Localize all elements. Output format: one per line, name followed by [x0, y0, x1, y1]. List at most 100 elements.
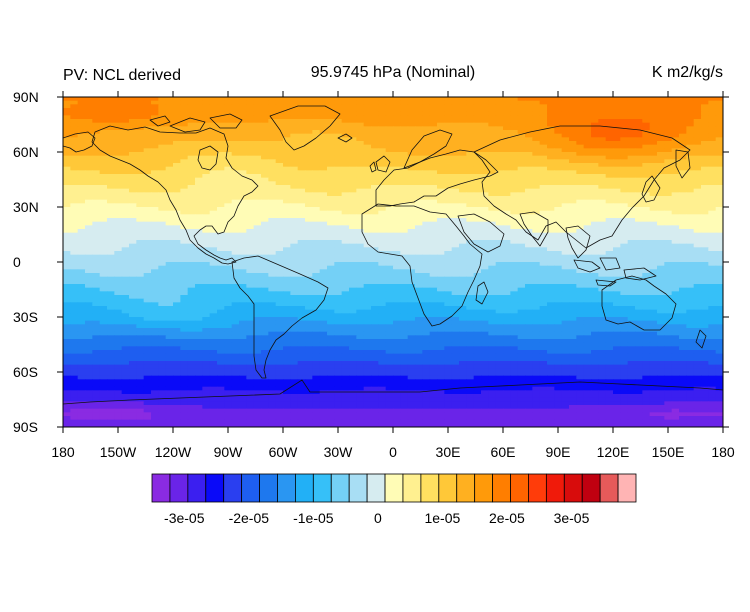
field-cell — [129, 262, 137, 267]
field-cell — [415, 122, 423, 127]
field-cell — [715, 247, 723, 252]
field-cell — [261, 97, 269, 102]
field-cell — [525, 225, 533, 230]
field-cell — [422, 192, 431, 197]
field-cell — [708, 273, 717, 278]
field-cell — [701, 218, 709, 223]
field-cell — [620, 185, 629, 190]
field-cell — [239, 115, 247, 120]
field-cell — [466, 163, 475, 168]
field-cell — [407, 192, 416, 197]
field-cell — [371, 251, 379, 256]
field-cell — [451, 232, 460, 237]
field-cell — [129, 148, 137, 153]
field-cell — [466, 126, 475, 131]
field-cell — [642, 170, 651, 175]
field-cell — [539, 269, 548, 274]
field-cell — [598, 199, 607, 204]
field-cell — [312, 258, 321, 263]
field-cell — [85, 119, 93, 124]
field-cell — [136, 225, 145, 230]
field-cell — [649, 148, 658, 153]
field-cell — [429, 174, 438, 179]
field-cell — [283, 287, 291, 292]
field-cell — [649, 144, 658, 149]
field-cell — [554, 251, 563, 256]
field-cell — [143, 280, 152, 285]
field-cell — [495, 133, 504, 138]
field-cell — [385, 137, 394, 142]
field-cell — [459, 295, 467, 300]
field-cell — [422, 148, 431, 153]
field-cell — [319, 152, 328, 157]
field-cell — [444, 148, 453, 153]
field-cell — [554, 218, 563, 223]
field-cell — [77, 159, 86, 164]
field-cell — [268, 163, 277, 168]
field-cell — [356, 115, 365, 120]
field-cell — [261, 159, 269, 164]
field-cell — [283, 159, 291, 164]
field-cell — [385, 188, 394, 193]
field-cell — [693, 258, 702, 263]
field-cell — [195, 251, 203, 256]
field-cell — [591, 247, 599, 252]
field-cell — [569, 218, 577, 223]
field-cell — [576, 218, 585, 223]
field-cell — [591, 232, 599, 237]
field-cell — [671, 104, 680, 109]
field-cell — [224, 221, 233, 226]
field-cell — [459, 133, 467, 138]
field-cell — [620, 192, 629, 197]
field-cell — [554, 174, 563, 179]
field-cell — [378, 229, 387, 234]
field-cell — [598, 119, 607, 124]
field-cell — [180, 284, 189, 289]
field-cell — [63, 141, 71, 146]
field-cell — [114, 148, 123, 153]
field-cell — [378, 243, 387, 248]
field-cell — [180, 97, 189, 102]
field-cell — [583, 174, 592, 179]
field-cell — [554, 240, 563, 245]
field-cell — [620, 225, 629, 230]
field-cell — [319, 163, 328, 168]
field-cell — [583, 181, 592, 186]
field-cell — [290, 221, 299, 226]
field-cell — [532, 144, 541, 149]
field-cell — [605, 276, 614, 281]
field-cell — [444, 203, 453, 208]
field-cell — [224, 177, 233, 182]
field-cell — [620, 273, 629, 278]
field-cell — [495, 170, 504, 175]
field-cell — [473, 137, 482, 142]
field-cell — [547, 236, 555, 241]
field-cell — [202, 207, 211, 212]
field-cell — [664, 236, 673, 241]
field-cell — [319, 203, 328, 208]
field-cell — [209, 174, 218, 179]
field-cell — [385, 236, 394, 241]
field-cell — [319, 119, 328, 124]
field-cell — [422, 287, 431, 292]
field-cell — [327, 254, 335, 259]
field-cell — [312, 221, 321, 226]
field-cell — [437, 177, 445, 182]
field-cell — [129, 229, 137, 234]
field-cell — [70, 251, 79, 256]
field-cell — [180, 170, 189, 175]
field-cell — [70, 225, 79, 230]
field-cell — [598, 174, 607, 179]
field-cell — [451, 254, 460, 259]
field-cell — [495, 126, 504, 131]
field-cell — [217, 273, 225, 278]
field-cell — [561, 137, 570, 142]
field-cell — [657, 159, 665, 164]
field-cell — [569, 207, 577, 212]
field-cell — [202, 276, 211, 281]
field-cell — [407, 273, 416, 278]
field-cell — [693, 240, 702, 245]
field-cell — [539, 104, 548, 109]
field-cell — [591, 155, 599, 160]
field-cell — [422, 276, 431, 281]
